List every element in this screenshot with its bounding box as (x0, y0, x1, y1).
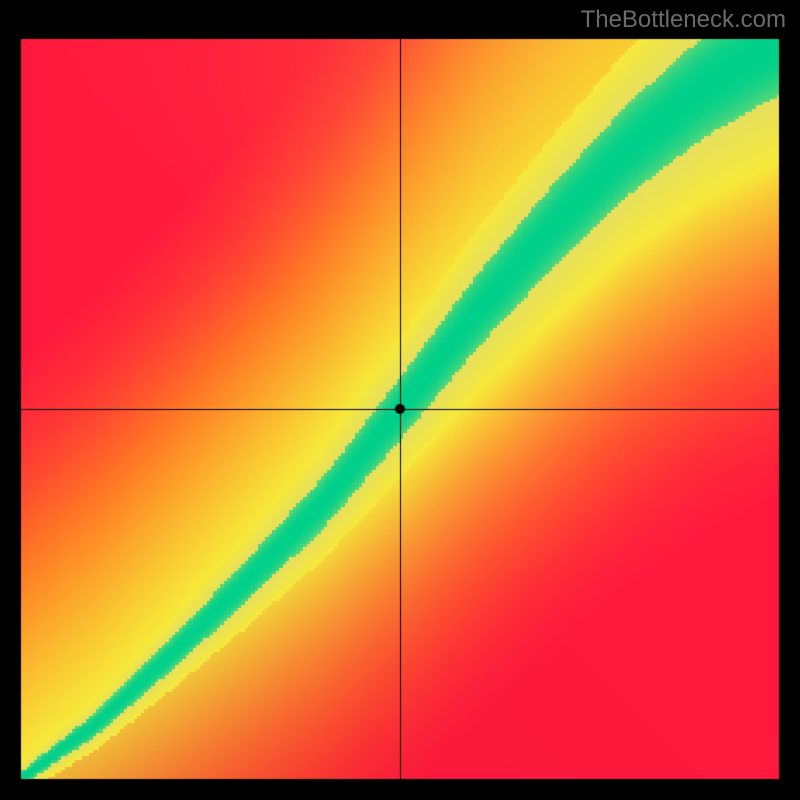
bottleneck-heatmap (0, 0, 800, 800)
chart-container: TheBottleneck.com (0, 0, 800, 800)
watermark-text: TheBottleneck.com (581, 6, 786, 34)
